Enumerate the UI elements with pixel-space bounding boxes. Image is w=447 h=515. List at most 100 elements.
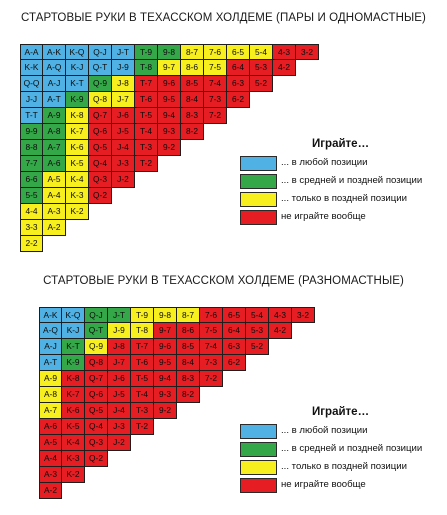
legend-swatch [240, 424, 277, 439]
hand-grid-offsuit: A-K K-Q Q-J J-T T-9 9-8 8-7 7-6 6-5 5-4 4-3 3-2 A-Q K… [39, 307, 339, 500]
hand-cell: 6-3 [227, 76, 250, 92]
hand-cell: T-4 [131, 387, 154, 403]
hand-cell: 6-4 [227, 60, 250, 76]
hand-cell: 8-3 [181, 108, 204, 124]
hand-cell: J-6 [108, 371, 131, 387]
hand-cell: 8-8 [20, 140, 43, 156]
hand-cell: T-4 [135, 124, 158, 140]
hand-cell: 5-4 [250, 44, 273, 60]
hand-cell: T-7 [135, 76, 158, 92]
hand-cell: T-2 [135, 156, 158, 172]
hand-cell: 8-5 [181, 76, 204, 92]
hand-cell: T-9 [135, 44, 158, 60]
hand-cell: Q-3 [85, 435, 108, 451]
hand-cell: 5-3 [246, 323, 269, 339]
hand-cell: 9-3 [158, 124, 181, 140]
hand-cell: A-3 [39, 467, 62, 483]
hand-cell: 7-6 [200, 307, 223, 323]
hand-cell: K-3 [62, 451, 85, 467]
hand-grid-suited: A-A A-K K-Q Q-J J-T T-9 9-8 8-7 7-6 6-5 5-4 4-3 3-2 K… [20, 44, 320, 253]
hand-cell: 9-7 [154, 323, 177, 339]
hand-cell: K-T [62, 339, 85, 355]
hand-cell: 9-6 [158, 76, 181, 92]
hand-cell: 3-2 [296, 44, 319, 60]
legend-offsuit: Играйте… ... в любой позиции ... в средне… [240, 406, 440, 496]
hand-cell: 6-2 [227, 92, 250, 108]
hand-cell: Q-2 [85, 451, 108, 467]
hand-cell: A-8 [43, 124, 66, 140]
hand-cell: A-8 [39, 387, 62, 403]
hand-cell: J-3 [112, 156, 135, 172]
hand-cell: A-4 [43, 188, 66, 204]
legend-heading: Играйте… [312, 406, 370, 418]
hand-cell: Q-4 [89, 156, 112, 172]
hand-cell: 5-5 [20, 188, 43, 204]
hand-cell: A-5 [39, 435, 62, 451]
hand-cell: J-T [112, 44, 135, 60]
hand-cell: K-3 [66, 188, 89, 204]
hand-cell: 9-5 [158, 92, 181, 108]
hand-cell: A-7 [43, 140, 66, 156]
legend-swatch [240, 478, 277, 493]
hand-cell: 7-7 [20, 156, 43, 172]
hand-cell: T-5 [131, 371, 154, 387]
hand-cell: Q-2 [89, 188, 112, 204]
hand-cell: Q-J [85, 307, 108, 323]
legend-swatch [240, 174, 277, 189]
hand-cell: J-J [20, 92, 43, 108]
hand-cell: K-K [20, 60, 43, 76]
hand-cell: J-T [108, 307, 131, 323]
hand-cell: 9-8 [158, 44, 181, 60]
hand-cell: Q-9 [89, 76, 112, 92]
hand-cell: J-2 [108, 435, 131, 451]
legend-label: ... в средней и поздней позиции [281, 175, 423, 186]
hand-cell: K-2 [66, 204, 89, 220]
hand-cell: K-4 [62, 435, 85, 451]
hand-cell: 9-2 [154, 403, 177, 419]
legend-heading: Играйте… [312, 138, 370, 150]
hand-cell: 7-4 [204, 76, 227, 92]
hand-cell: 7-2 [200, 371, 223, 387]
hand-cell: 8-2 [177, 387, 200, 403]
hand-cell: 4-2 [273, 60, 296, 76]
hand-cell: A-A [20, 44, 43, 60]
hand-cell: K-Q [66, 44, 89, 60]
hand-cell: K-J [66, 60, 89, 76]
hand-cell: A-9 [43, 108, 66, 124]
hand-cell: K-5 [62, 419, 85, 435]
hand-cell: 9-3 [154, 387, 177, 403]
hand-cell: 7-3 [204, 92, 227, 108]
hand-cell: Q-T [89, 60, 112, 76]
hand-cell: Q-9 [85, 339, 108, 355]
hand-cell: 8-3 [177, 371, 200, 387]
hand-cell: Q-Q [20, 76, 43, 92]
legend-label: ... в средней и поздней позиции [281, 443, 423, 454]
legend-suited: Играйте… ... в любой позиции ... в средне… [240, 138, 440, 228]
hand-cell: J-9 [108, 323, 131, 339]
hand-cell: K-9 [66, 92, 89, 108]
hand-cell: A-T [39, 355, 62, 371]
hand-cell: 8-4 [181, 92, 204, 108]
hand-cell: K-7 [66, 124, 89, 140]
hand-cell: T-3 [135, 140, 158, 156]
hand-cell: 7-2 [204, 108, 227, 124]
hand-cell: A-2 [43, 220, 66, 236]
hand-cell: K-8 [62, 371, 85, 387]
hand-cell: J-2 [112, 172, 135, 188]
hand-cell: K-9 [62, 355, 85, 371]
hand-cell: 9-4 [154, 371, 177, 387]
hand-cell: 8-2 [181, 124, 204, 140]
hand-cell: Q-7 [89, 108, 112, 124]
hand-cell: J-8 [112, 76, 135, 92]
hand-cell: J-7 [108, 355, 131, 371]
hand-cell: 7-5 [204, 60, 227, 76]
section-title-offsuit: СТАРТОВЫЕ РУКИ В ТЕХАССКОМ ХОЛДЕМЕ (РАЗН… [43, 275, 404, 287]
hand-cell: J-4 [108, 403, 131, 419]
hand-cell: 9-2 [158, 140, 181, 156]
hand-cell: T-8 [131, 323, 154, 339]
legend-label: ... в любой позиции [281, 425, 368, 436]
hand-cell: 8-7 [177, 307, 200, 323]
hand-cell: 2-2 [20, 236, 43, 252]
hand-cell: K-7 [62, 387, 85, 403]
hand-cell: 5-3 [250, 60, 273, 76]
